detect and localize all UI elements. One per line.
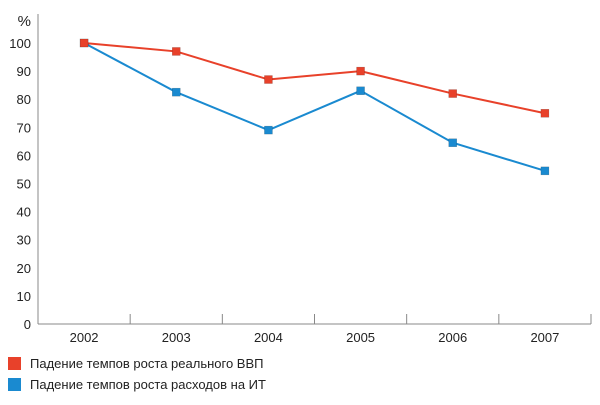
y-tick-label: 50 (17, 177, 31, 192)
legend-swatch-it (8, 378, 21, 391)
y-tick-label: 80 (17, 92, 31, 107)
data-point-1 (540, 166, 550, 176)
data-point-1 (172, 87, 181, 97)
y-tick-label: 0 (24, 317, 31, 332)
legend-label-gdp: Падение темпов роста реального ВВП (30, 356, 264, 371)
legend-item-gdp: Падение темпов роста реального ВВП (8, 356, 264, 371)
y-tick-label: 70 (17, 120, 31, 135)
y-tick-label: 10 (17, 289, 31, 304)
data-point-0 (79, 38, 89, 48)
x-tick-label: 2007 (530, 330, 559, 345)
data-point-0 (264, 75, 273, 84)
x-tick-label: 2005 (346, 330, 375, 345)
data-point-0 (172, 47, 181, 56)
data-point-0 (540, 109, 550, 118)
y-tick-label: 90 (17, 64, 31, 79)
x-tick-label: 2003 (162, 330, 191, 345)
data-point-1 (448, 138, 457, 148)
y-tick-label: 30 (17, 233, 31, 248)
y-tick-label: 60 (17, 148, 31, 163)
y-tick-label: 20 (17, 261, 31, 276)
x-tick-label: 2006 (438, 330, 467, 345)
y-tick-label: 100 (9, 36, 31, 51)
data-point-0 (356, 66, 365, 76)
data-point-0 (448, 89, 457, 98)
legend-item-it: Падение темпов роста расходов на ИТ (8, 377, 266, 392)
x-tick-label: 2004 (254, 330, 283, 345)
legend-swatch-gdp (8, 357, 21, 370)
y-tick-label: 40 (17, 205, 31, 220)
series-line-0 (83, 42, 546, 115)
series-line-1 (83, 42, 546, 172)
y-axis-label: % (18, 13, 31, 30)
x-tick-label: 2002 (70, 330, 99, 345)
data-point-1 (264, 125, 273, 135)
data-point-1 (356, 86, 365, 96)
legend-label-it: Падение темпов роста расходов на ИТ (30, 377, 266, 392)
